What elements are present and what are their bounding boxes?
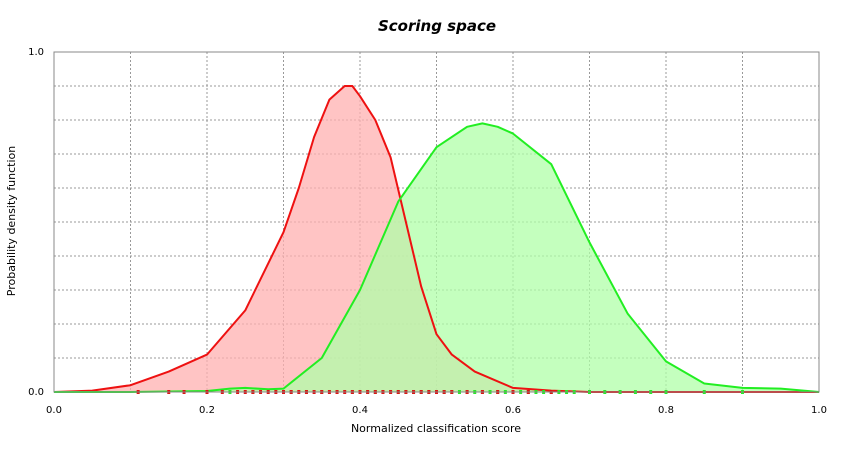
x-tick-label: 0.2 [199, 405, 215, 416]
x-tick-label: 1.0 [811, 405, 827, 416]
series-0-area [54, 86, 819, 392]
x-tick-label: 0.4 [352, 405, 368, 416]
y-tick-label: 1.0 [28, 47, 44, 58]
chart-title: Scoring space [378, 17, 496, 35]
x-tick-label: 0.6 [505, 405, 521, 416]
x-tick-label: 0.0 [46, 405, 62, 416]
series-1-line [54, 122, 820, 393]
y-tick-label: 0.0 [28, 387, 44, 398]
density-areas [53, 85, 820, 393]
plot-frame [53, 51, 820, 393]
x-tick-label: 0.8 [658, 405, 674, 416]
x-axis-label: Normalized classification score [351, 422, 521, 435]
series-1-area [54, 123, 819, 393]
x-tick-labels: 0.0 0.2 0.4 0.6 0.8 1.0 [46, 405, 827, 416]
y-axis-label: Probability density function [5, 146, 18, 296]
y-tick-labels: 0.0 1.0 [28, 47, 44, 398]
